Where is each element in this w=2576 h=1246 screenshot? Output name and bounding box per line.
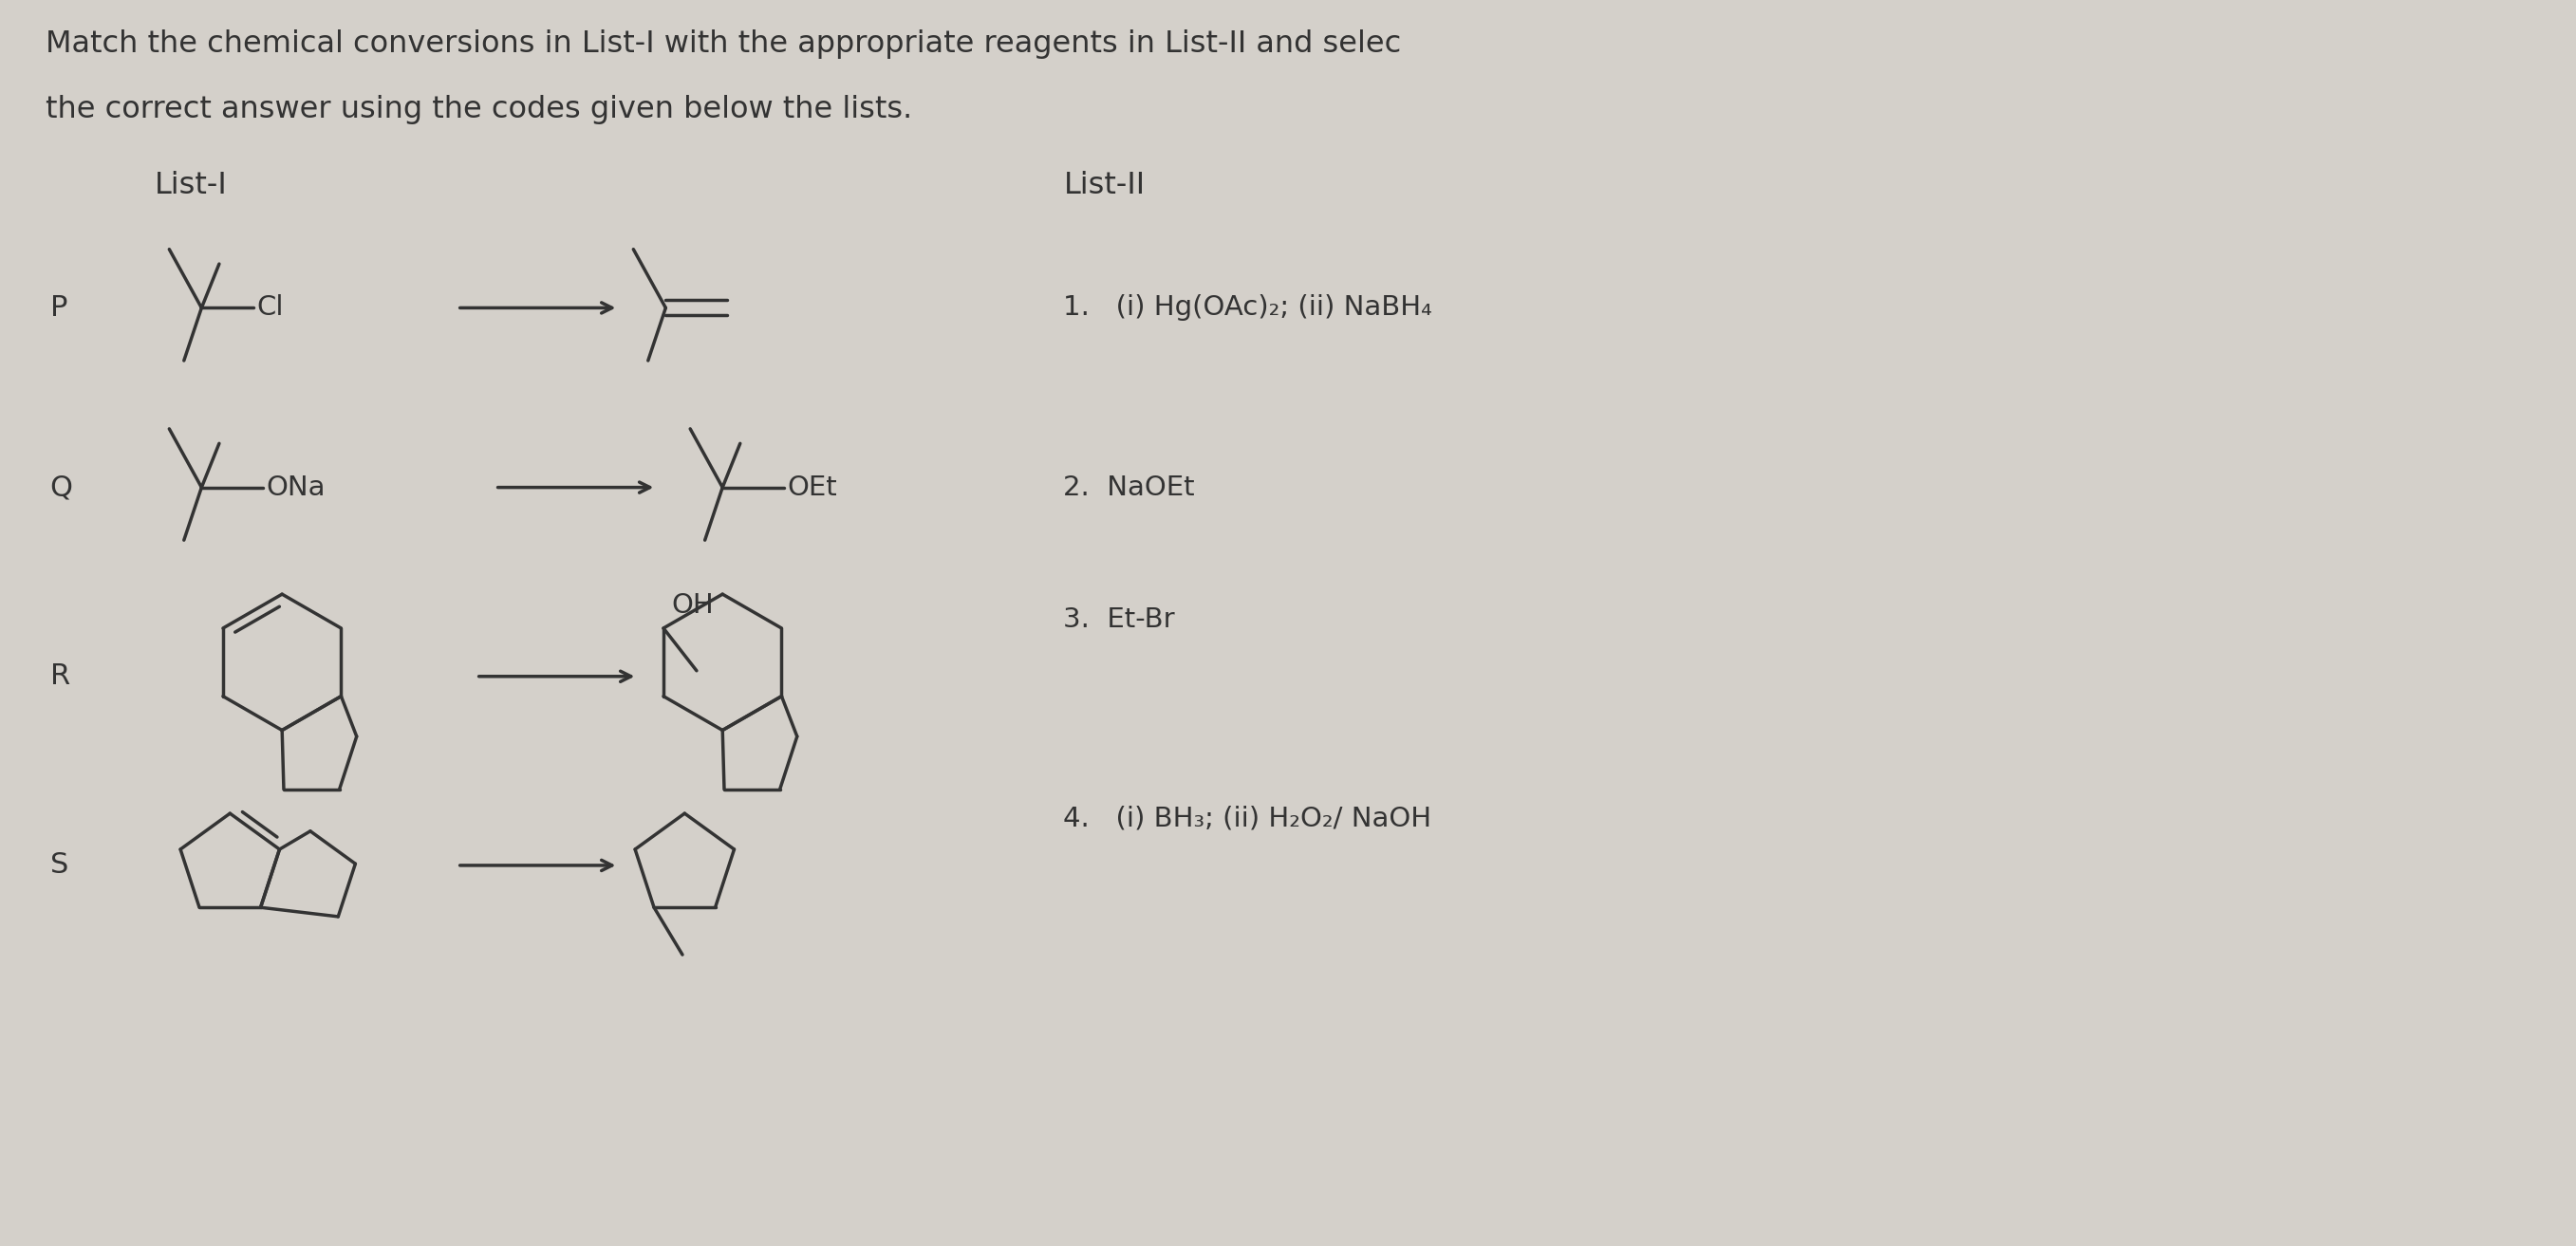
- Text: the correct answer using the codes given below the lists.: the correct answer using the codes given…: [46, 95, 912, 125]
- Text: 3.  Et-Br: 3. Et-Br: [1064, 607, 1175, 633]
- Text: P: P: [49, 294, 67, 321]
- Text: OEt: OEt: [786, 475, 837, 501]
- Text: 1.   (i) Hg(OAc)₂; (ii) NaBH₄: 1. (i) Hg(OAc)₂; (ii) NaBH₄: [1064, 294, 1432, 321]
- Text: ONa: ONa: [265, 475, 325, 501]
- Text: Q: Q: [49, 473, 72, 501]
- Text: Cl: Cl: [258, 294, 283, 321]
- Text: S: S: [49, 851, 70, 880]
- Text: List-II: List-II: [1064, 171, 1146, 201]
- Text: 4.   (i) BH₃; (ii) H₂O₂/ NaOH: 4. (i) BH₃; (ii) H₂O₂/ NaOH: [1064, 805, 1432, 831]
- Text: R: R: [49, 663, 70, 690]
- Text: Match the chemical conversions in List-I with the appropriate reagents in List-I: Match the chemical conversions in List-I…: [46, 29, 1401, 59]
- Text: List-I: List-I: [155, 171, 227, 201]
- Text: OH: OH: [670, 592, 714, 619]
- Text: 2.  NaOEt: 2. NaOEt: [1064, 475, 1195, 501]
